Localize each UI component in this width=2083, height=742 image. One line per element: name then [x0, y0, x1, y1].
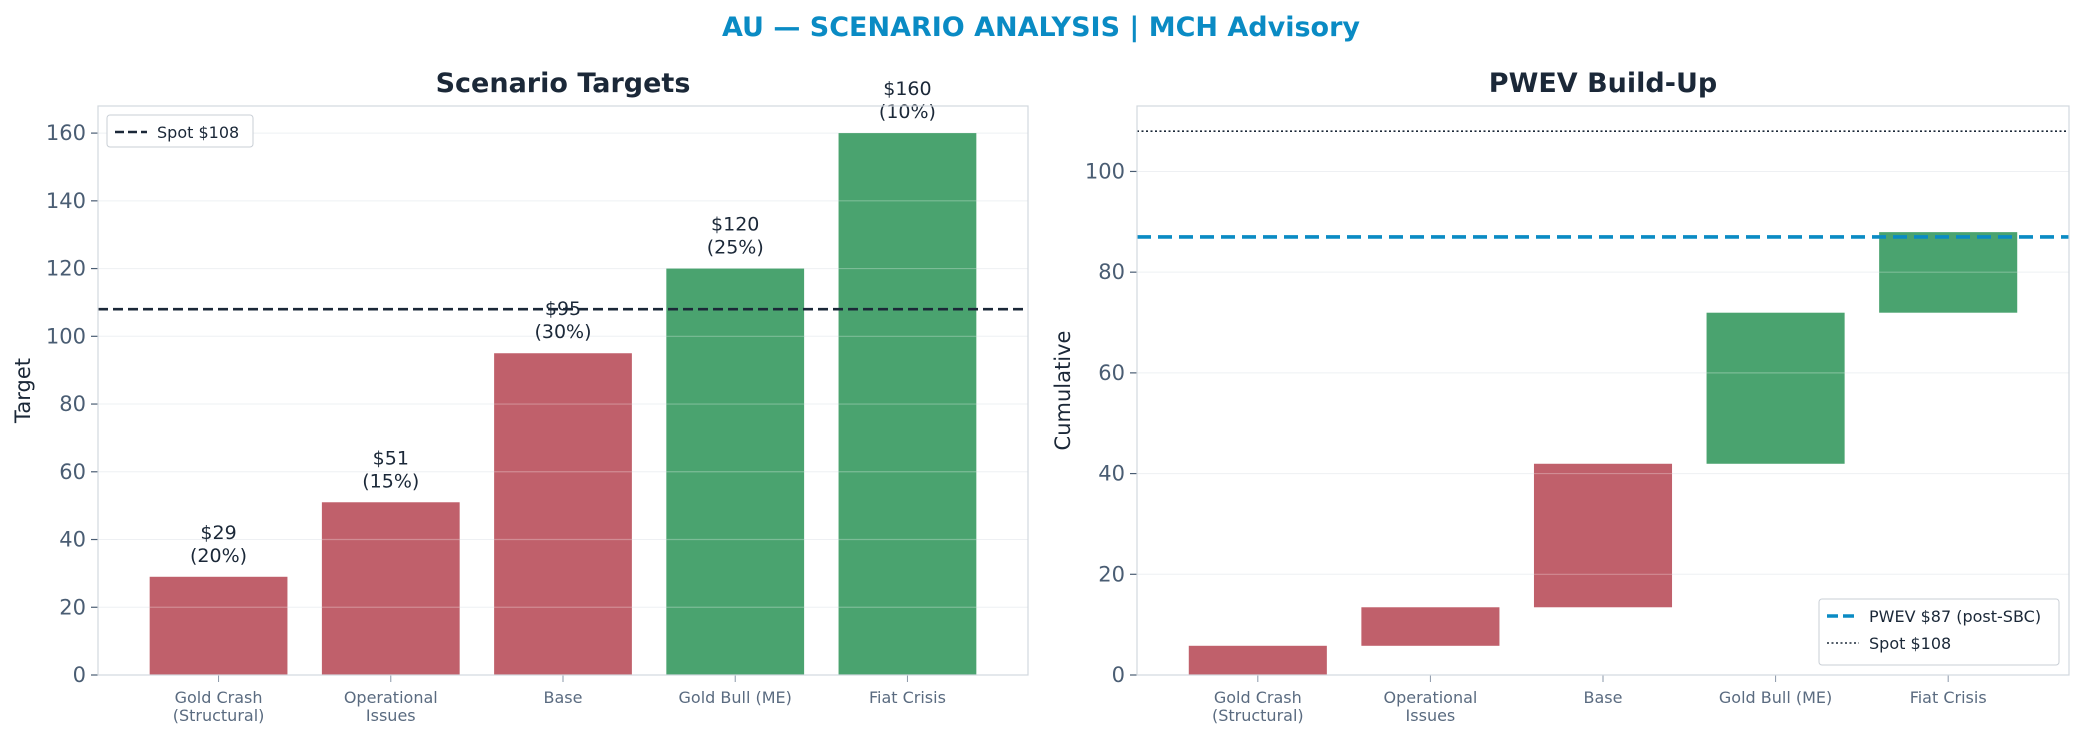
legend: PWEV $87 (post-SBC) Spot $108 [1818, 598, 2060, 666]
y-tick-label: 60 [1098, 361, 1125, 385]
y-tick-label: 40 [59, 528, 86, 552]
y-tick-label: 140 [46, 189, 86, 213]
bar-value-label: $120 (25%) [707, 214, 764, 259]
bar-value-label: $160 (10%) [879, 78, 936, 123]
bar [1533, 463, 1673, 608]
x-tick-label: Operational Issues [1383, 688, 1477, 725]
legend-label: Spot $108 [1869, 634, 1951, 653]
y-tick-label: 20 [1098, 562, 1125, 586]
y-tick-label: 0 [1112, 663, 1125, 687]
plot-frame [97, 105, 1029, 676]
legend: Spot $108 [106, 114, 254, 148]
legend-label: Spot $108 [157, 123, 239, 142]
figure-title: AU — SCENARIO ANALYSIS | MCH Advisory [722, 12, 1360, 43]
x-tick-label: Gold Crash (Structural) [1212, 688, 1304, 725]
bar [321, 502, 460, 675]
x-tick-label: Gold Bull (ME) [679, 688, 792, 707]
y-axis-label: Cumulative [1051, 331, 1075, 451]
legend-label: PWEV $87 (post-SBC) [1869, 607, 2041, 626]
bar-value-label: $51 (15%) [362, 447, 419, 492]
legend-box [1818, 598, 2060, 666]
x-tick-label: Base [544, 688, 583, 707]
y-axis-label: Target [11, 358, 35, 424]
bar-value-label: $29 (20%) [190, 522, 247, 567]
y-tick-label: 120 [46, 257, 86, 281]
legend-box [106, 114, 254, 148]
x-tick-label: Fiat Crisis [869, 688, 946, 707]
bar [666, 268, 805, 675]
bar [1188, 645, 1327, 675]
y-tick-label: 100 [46, 324, 86, 348]
x-tick-label: Gold Crash (Structural) [173, 688, 265, 725]
x-tick-label: Fiat Crisis [1910, 688, 1987, 707]
y-tick-label: 40 [1098, 462, 1125, 486]
pwev-buildup-chart: 0 20 40 60 80 100 Gold Crash (Structural) Operat… [1051, 68, 2070, 725]
chart-title: Scenario Targets [436, 68, 691, 99]
bar [838, 133, 977, 676]
y-tick-label: 80 [1098, 260, 1125, 284]
x-tick-label: Gold Bull (ME) [1719, 688, 1832, 707]
y-tick-label: 80 [59, 392, 86, 416]
x-tick-label: Base [1584, 688, 1623, 707]
scenario-targets-chart: 0 20 40 60 80 100 120 140 160 Gold Crash (Structur… [11, 68, 1029, 725]
y-tick-label: 60 [59, 460, 86, 484]
bar [1879, 232, 2018, 313]
bar [149, 576, 288, 675]
y-tick-label: 0 [73, 663, 86, 687]
bar [494, 353, 632, 675]
y-tick-label: 160 [46, 121, 86, 145]
chart-title: PWEV Build-Up [1489, 68, 1717, 99]
bar [1361, 607, 1500, 646]
y-tick-label: 100 [1085, 159, 1125, 183]
plot-frame [1136, 105, 2070, 676]
y-tick-label: 20 [59, 595, 86, 619]
bar [1706, 312, 1845, 464]
x-tick-label: Operational Issues [344, 688, 438, 725]
